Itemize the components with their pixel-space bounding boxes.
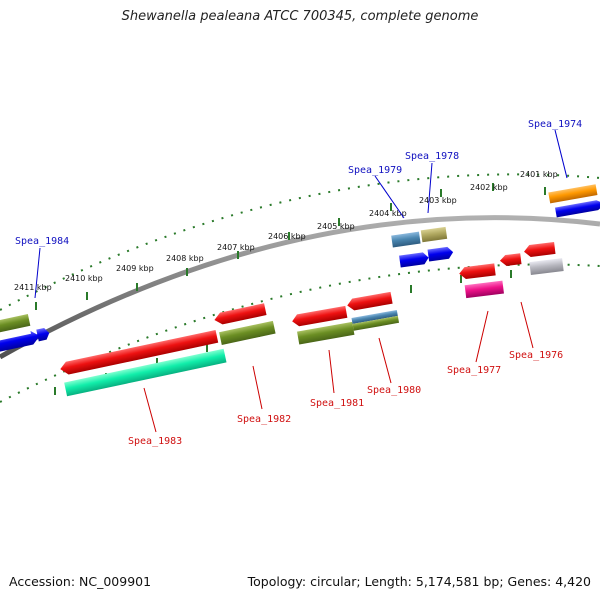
gene-label-spea-1984[interactable]: Spea_1984 (15, 236, 69, 247)
scale-tick-label: 2403 kbp (419, 196, 457, 205)
cds-khaki[interactable] (420, 226, 448, 243)
reverse-leader-lines (143, 301, 534, 433)
forward-strand-features (0, 184, 600, 352)
scale-dotted-line-inner (0, 263, 600, 403)
cds-green[interactable] (0, 314, 31, 334)
gene-label-spea-1981[interactable]: Spea_1981 (310, 398, 364, 409)
reverse-strand-features (59, 241, 564, 397)
cds-blue-arrow[interactable] (427, 246, 454, 262)
forward-leader-lines (34, 129, 568, 299)
page-title: Shewanella pealeana ATCC 700345, complet… (121, 9, 479, 24)
scale-ring-inner (0, 263, 600, 403)
cds-red-arrow[interactable] (346, 291, 393, 312)
accession-text: Accession: NC_009901 (9, 574, 152, 589)
cds-blue-arrow[interactable] (0, 329, 41, 352)
scale-dotted-line (0, 173, 600, 311)
scale-tick-label: 2409 kbp (116, 264, 154, 273)
cds-red-arrow[interactable] (458, 263, 496, 280)
cds-teal[interactable] (391, 231, 421, 248)
gene-label-spea-1979[interactable]: Spea_1979 (348, 165, 402, 176)
gene-label-spea-1983[interactable]: Spea_1983 (128, 436, 182, 447)
cds-red-arrow[interactable] (291, 305, 348, 327)
cds-red-arrow[interactable] (213, 303, 267, 326)
gene-label-spea-1977[interactable]: Spea_1977 (447, 365, 501, 376)
cds-orange[interactable] (548, 184, 598, 204)
gene-label-spea-1974[interactable]: Spea_1974 (528, 119, 582, 130)
reverse-gene-labels: Spea_1976 Spea_1977 Spea_1980 Spea_1981 … (128, 350, 563, 447)
gene-label-spea-1978[interactable]: Spea_1978 (405, 151, 459, 162)
scale-tick-label: 2405 kbp (317, 222, 355, 231)
genome-backbone (0, 215, 600, 360)
cds-green[interactable] (219, 320, 276, 345)
cds-red-arrow[interactable] (59, 329, 219, 376)
scale-tick-label: 2411 kbp (14, 283, 52, 292)
scale-tick-label: 2410 kbp (65, 274, 103, 283)
gene-label-spea-1982[interactable]: Spea_1982 (237, 414, 291, 425)
cds-pink[interactable] (464, 280, 504, 299)
cds-red-arrow[interactable] (523, 241, 556, 258)
scale-tick-label: 2401 kbp (520, 170, 558, 179)
gene-label-spea-1980[interactable]: Spea_1980 (367, 385, 421, 396)
cds-aqua[interactable] (64, 348, 227, 397)
scale-tick-label: 2404 kbp (369, 209, 407, 218)
cds-green[interactable] (352, 315, 400, 331)
cds-green[interactable] (297, 321, 355, 345)
cds-blue-arrow[interactable] (555, 199, 600, 218)
genome-summary-text: Topology: circular; Length: 5,174,581 bp… (247, 574, 591, 589)
scale-tick-label: 2408 kbp (166, 254, 204, 263)
cds-teal[interactable] (351, 310, 398, 324)
cds-grey[interactable] (529, 258, 564, 276)
cds-red-arrow[interactable] (499, 253, 522, 266)
scale-tick-label: 2406 kbp (268, 232, 306, 241)
scale-ring-outer (0, 173, 600, 311)
cds-blue-arrow[interactable] (36, 327, 50, 342)
gene-label-spea-1976[interactable]: Spea_1976 (509, 350, 563, 361)
scale-tick-label: 2407 kbp (217, 243, 255, 252)
scale-tick-label: 2402 kbp (470, 183, 508, 192)
forward-gene-labels: Spea_1974 Spea_1978 Spea_1979 Spea_1984 (15, 119, 582, 247)
cds-blue-arrow[interactable] (399, 252, 429, 268)
